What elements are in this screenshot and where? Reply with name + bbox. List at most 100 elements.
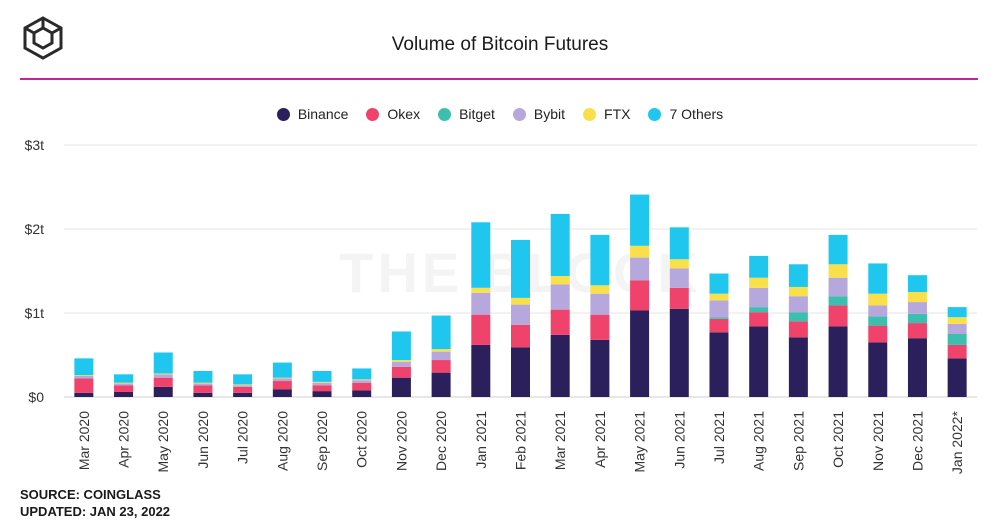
bar-segment-binance-nov-2021 <box>868 342 888 397</box>
bar-segment-bybit-jan-2022 <box>947 323 967 334</box>
bar-segment-bybit-jan-2021 <box>471 292 491 315</box>
bar-segment-ftx-aug-2021 <box>749 277 769 288</box>
x-tick-label: Dec 2021 <box>909 411 925 471</box>
bar-segment-binance-jan-2022 <box>947 358 967 397</box>
bar-stack-oct-2020 <box>352 368 372 397</box>
bar-segment-bybit-apr-2021 <box>590 293 610 315</box>
bar-segment-7-others-nov-2021 <box>868 263 888 294</box>
bar-segment-7-others-dec-2021 <box>907 275 927 292</box>
bar-segment-bitget-nov-2021 <box>868 316 888 326</box>
bar-segment-okex-nov-2021 <box>868 325 888 343</box>
bar-segment-ftx-jan-2022 <box>947 317 967 324</box>
bar-segment-7-others-jul-2021 <box>709 273 729 294</box>
bar-segment-okex-dec-2020 <box>431 360 451 373</box>
bar-stack-jul-2020 <box>233 374 253 397</box>
bar-segment-okex-jul-2020 <box>233 386 253 393</box>
legend-label-ftx: FTX <box>604 106 631 122</box>
legend-swatch-ftx <box>583 107 597 121</box>
chart-title: Volume of Bitcoin Futures <box>391 34 609 55</box>
x-tick-label: May 2021 <box>632 411 648 473</box>
updated-note: UPDATED: JAN 23, 2022 <box>20 504 171 519</box>
bar-segment-bitget-sep-2021 <box>788 312 808 322</box>
bar-stack-may-2020 <box>153 352 173 397</box>
bar-segment-7-others-oct-2020 <box>352 368 372 380</box>
bar-stack-aug-2021 <box>749 255 769 397</box>
x-tick-label: Oct 2021 <box>830 411 846 468</box>
bar-segment-bybit-apr-2020 <box>114 383 134 386</box>
bar-segment-bybit-nov-2020 <box>391 361 411 367</box>
bar-segment-binance-jul-2020 <box>233 392 253 397</box>
bar-segment-bybit-aug-2020 <box>272 378 292 382</box>
bar-stack-sep-2021 <box>788 264 808 397</box>
x-tick-label: Jan 2021 <box>473 411 489 469</box>
bar-segment-ftx-jan-2021 <box>471 287 491 293</box>
bar-stack-dec-2021 <box>907 275 927 397</box>
x-tick-label: Jul 2020 <box>235 411 251 464</box>
x-tick-label: Oct 2020 <box>354 411 370 468</box>
bar-segment-binance-may-2021 <box>630 310 650 397</box>
bar-segment-okex-apr-2021 <box>590 314 610 340</box>
bar-segment-okex-mar-2021 <box>550 309 570 335</box>
bar-segment-ftx-jul-2021 <box>709 293 729 301</box>
bar-segment-bybit-aug-2021 <box>749 287 769 308</box>
bar-segment-okex-jul-2021 <box>709 318 729 333</box>
bar-stack-jul-2021 <box>709 273 729 397</box>
legend-label-7-others: 7 Others <box>669 106 724 122</box>
bar-segment-binance-apr-2020 <box>114 391 134 397</box>
bar-segment-7-others-sep-2021 <box>788 264 808 287</box>
bar-segment-okex-may-2020 <box>153 377 173 387</box>
bar-segment-ftx-sep-2020 <box>312 381 332 383</box>
bar-segment-bybit-oct-2021 <box>828 277 848 297</box>
bar-stack-apr-2020 <box>114 374 134 397</box>
x-tick-label: Jun 2021 <box>671 411 687 469</box>
bar-segment-okex-dec-2021 <box>907 323 927 339</box>
bar-segment-7-others-aug-2020 <box>272 362 292 378</box>
bar-segment-bitget-jul-2021 <box>709 317 729 319</box>
x-tick-label: Feb 2021 <box>513 411 529 470</box>
x-tick-label: Aug 2020 <box>274 411 290 471</box>
header-divider <box>20 78 978 80</box>
bar-segment-7-others-jun-2021 <box>669 227 689 260</box>
bar-stack-nov-2021 <box>868 263 888 397</box>
bar-segment-okex-oct-2021 <box>828 305 848 327</box>
legend-item-bitget: Bitget <box>438 106 495 122</box>
bar-segment-binance-jun-2020 <box>193 392 213 397</box>
bar-segment-ftx-aug-2020 <box>272 377 292 379</box>
bar-segment-ftx-oct-2021 <box>828 264 848 278</box>
x-tick-label: Sep 2021 <box>790 411 806 471</box>
legend-label-okex: Okex <box>387 106 421 122</box>
bar-segment-bybit-mar-2021 <box>550 284 570 310</box>
bar-segment-7-others-may-2021 <box>630 194 650 246</box>
bar-segment-okex-jan-2022 <box>947 344 967 359</box>
legend-item-ftx: FTX <box>583 106 630 122</box>
bar-segment-ftx-jun-2020 <box>193 382 213 384</box>
x-tick-label: Aug 2021 <box>751 411 767 471</box>
bar-segment-binance-feb-2021 <box>511 347 530 397</box>
bar-segment-ftx-dec-2020 <box>431 349 451 352</box>
bar-segment-bybit-feb-2021 <box>511 304 530 325</box>
bar-segment-binance-may-2020 <box>153 386 173 397</box>
x-tick-label: Apr 2020 <box>116 411 132 468</box>
bar-segment-bybit-nov-2021 <box>868 305 888 317</box>
bar-segment-binance-jul-2021 <box>709 332 729 397</box>
source-note: SOURCE: COINGLASS <box>20 487 161 502</box>
bar-segment-binance-aug-2020 <box>272 389 292 397</box>
bar-segment-7-others-jun-2020 <box>193 370 213 383</box>
bar-segment-ftx-mar-2020 <box>74 375 94 376</box>
legend-item-7-others: 7 Others <box>648 106 723 122</box>
legend-swatch-bitget <box>438 107 452 121</box>
bar-segment-okex-nov-2020 <box>391 366 411 378</box>
bar-segment-okex-sep-2020 <box>312 385 332 392</box>
bar-stack-may-2021 <box>630 194 650 397</box>
bar-segment-bybit-jun-2020 <box>193 383 213 386</box>
bar-segment-7-others-feb-2021 <box>511 239 530 298</box>
bar-segment-bybit-jun-2021 <box>669 268 689 288</box>
bar-segment-binance-mar-2021 <box>550 334 570 397</box>
bar-segment-binance-sep-2021 <box>788 337 808 397</box>
y-tick-label: $0 <box>28 389 44 405</box>
bar-segment-okex-may-2021 <box>630 280 650 311</box>
bar-segment-bitget-dec-2021 <box>907 313 927 324</box>
bar-segment-okex-mar-2020 <box>74 378 94 393</box>
bar-segment-bybit-sep-2021 <box>788 296 808 313</box>
